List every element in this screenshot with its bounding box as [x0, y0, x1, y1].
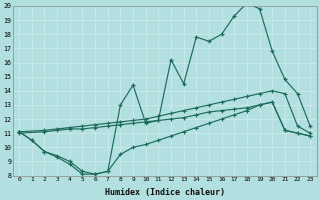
X-axis label: Humidex (Indice chaleur): Humidex (Indice chaleur)	[105, 188, 225, 197]
